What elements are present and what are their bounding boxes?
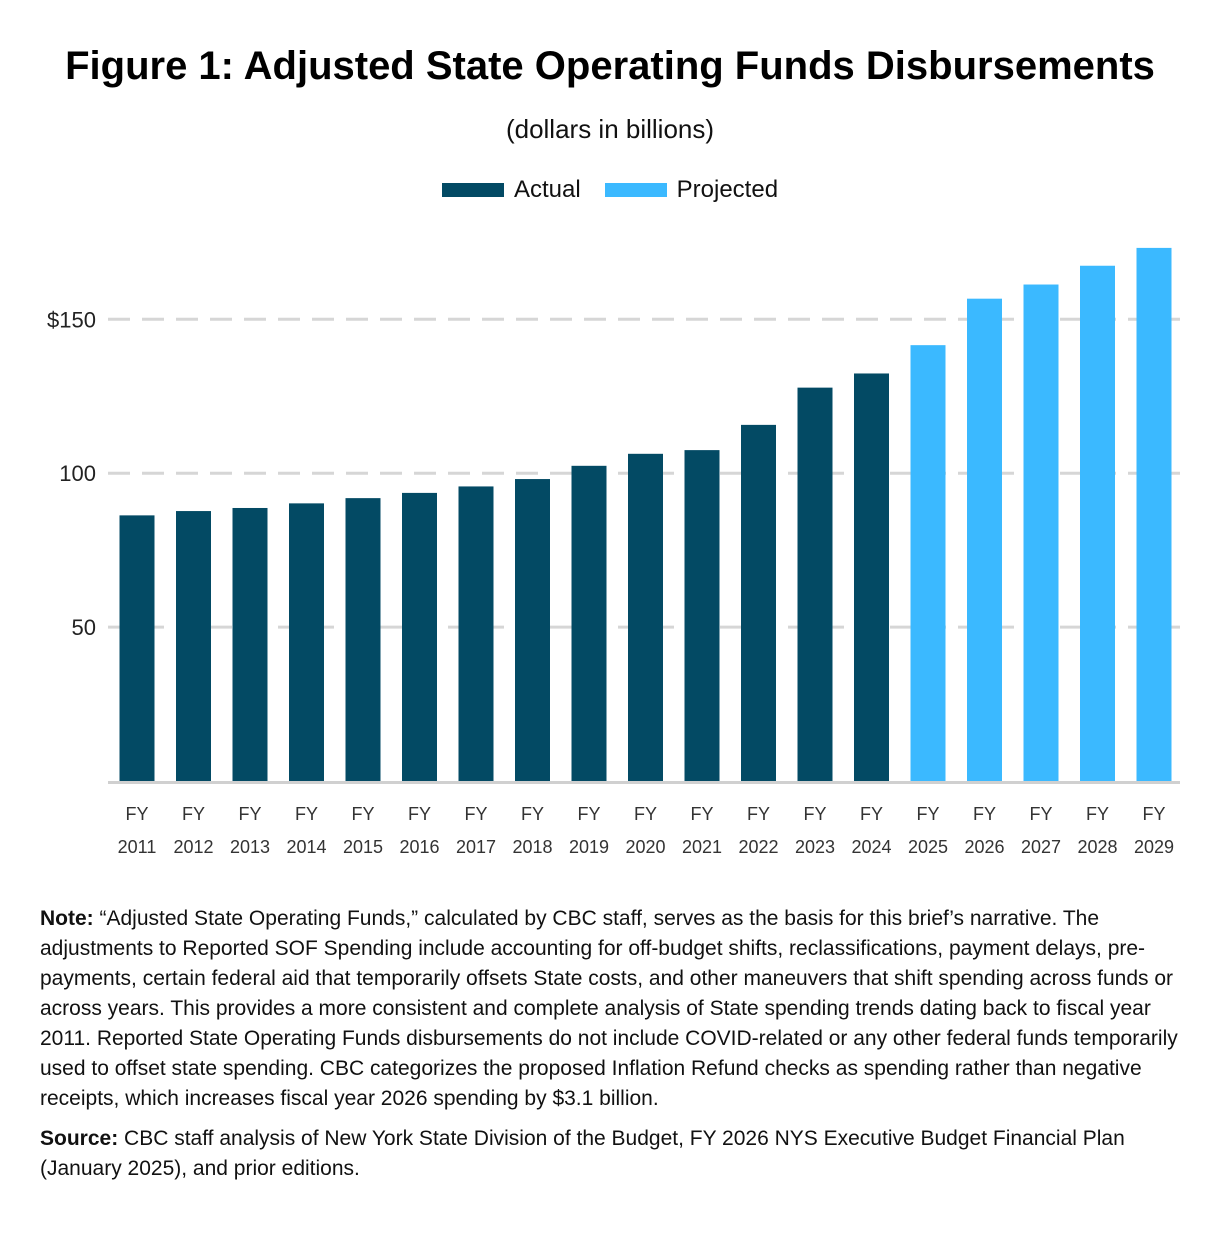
x-tick-label: FY: [577, 804, 600, 824]
legend-label-actual: Actual: [513, 176, 581, 203]
x-tick-label: 2018: [512, 837, 552, 857]
x-tick-label: 2013: [230, 837, 270, 857]
x-tick-label: 2026: [964, 837, 1004, 857]
source-text: CBC staff analysis of New York State Div…: [40, 1127, 1125, 1180]
bar: [797, 387, 833, 781]
x-tick-label: FY: [1142, 804, 1165, 824]
x-tick-label: 2027: [1021, 837, 1061, 857]
bar: [1023, 284, 1059, 781]
x-tick-label: 2021: [682, 837, 722, 857]
bar: [910, 345, 946, 781]
x-tick-label: FY: [803, 804, 826, 824]
y-tick-label: 100: [59, 461, 96, 486]
x-tick-label: 2016: [399, 837, 439, 857]
chart-title: Figure 1: Adjusted State Operating Funds…: [65, 44, 1155, 88]
x-tick-label: FY: [690, 804, 713, 824]
source-paragraph: Source: CBC staff analysis of New York S…: [40, 1124, 1190, 1184]
y-tick-label: $150: [47, 307, 96, 332]
x-tick-label: 2011: [118, 837, 157, 857]
bar: [1080, 265, 1115, 781]
x-tick-label: 2029: [1134, 837, 1174, 857]
note-label: Note:: [40, 907, 94, 930]
x-tick-label: FY: [351, 804, 374, 824]
x-tick-label: FY: [295, 804, 318, 824]
source-label: Source:: [40, 1127, 119, 1150]
bar: [571, 465, 607, 781]
x-tick-label: FY: [1029, 804, 1052, 824]
bar: [684, 450, 720, 781]
x-tick-label: FY: [860, 804, 883, 824]
bar: [628, 453, 663, 781]
bar: [176, 511, 211, 781]
x-tick-label: 2012: [173, 837, 213, 857]
x-tick-label: FY: [408, 804, 431, 824]
bar: [345, 498, 381, 781]
x-tick-label: 2014: [286, 837, 326, 857]
note-text: “Adjusted State Operating Funds,” calcul…: [40, 907, 1178, 1110]
x-tick-label: 2022: [738, 837, 778, 857]
bar: [1136, 247, 1172, 782]
x-tick-label: 2025: [908, 837, 948, 857]
x-tick-label: FY: [521, 804, 544, 824]
bar: [854, 373, 889, 781]
x-tick-label: 2024: [851, 837, 891, 857]
legend-label-projected: Projected: [676, 176, 779, 203]
bar: [967, 298, 1002, 781]
legend-swatch-actual: [441, 183, 504, 197]
bar: [515, 479, 550, 781]
x-tick-label: FY: [973, 804, 996, 824]
x-tick-label: FY: [747, 804, 770, 824]
x-tick-label: FY: [125, 804, 148, 824]
note-paragraph: Note: “Adjusted State Operating Funds,” …: [40, 904, 1190, 1114]
x-tick-label: FY: [182, 804, 205, 824]
x-tick-label: 2017: [456, 837, 496, 857]
x-tick-label: 2028: [1077, 837, 1117, 857]
bar: [119, 515, 155, 781]
bar: [741, 424, 776, 781]
chart-subtitle: (dollars in billions): [505, 114, 715, 144]
bar: [402, 492, 437, 781]
x-tick-label: 2023: [795, 837, 835, 857]
chart-notes: Note: “Adjusted State Operating Funds,” …: [40, 904, 1190, 1194]
x-tick-label: FY: [464, 804, 487, 824]
x-tick-label: FY: [1086, 804, 1109, 824]
legend-swatch-projected: [604, 183, 667, 197]
bar: [232, 507, 268, 781]
x-tick-label: FY: [238, 804, 261, 824]
x-tick-label: FY: [916, 804, 939, 824]
x-tick-label: FY: [634, 804, 657, 824]
y-tick-label: 50: [72, 615, 96, 640]
bar-chart: 50 100 $150 FY 2011 FY 2012 FY 2013 FY 2014 FY 2015 F…: [47, 247, 1180, 857]
chart-legend: Actual Projected: [0, 176, 1220, 204]
legend-item-projected: Projected: [604, 176, 779, 204]
legend-item-actual: Actual: [441, 176, 581, 204]
x-tick-label: 2020: [625, 837, 665, 857]
x-tick-label: 2015: [343, 837, 383, 857]
bar: [289, 503, 324, 781]
bar: [458, 486, 494, 781]
x-tick-label: 2019: [569, 837, 609, 857]
